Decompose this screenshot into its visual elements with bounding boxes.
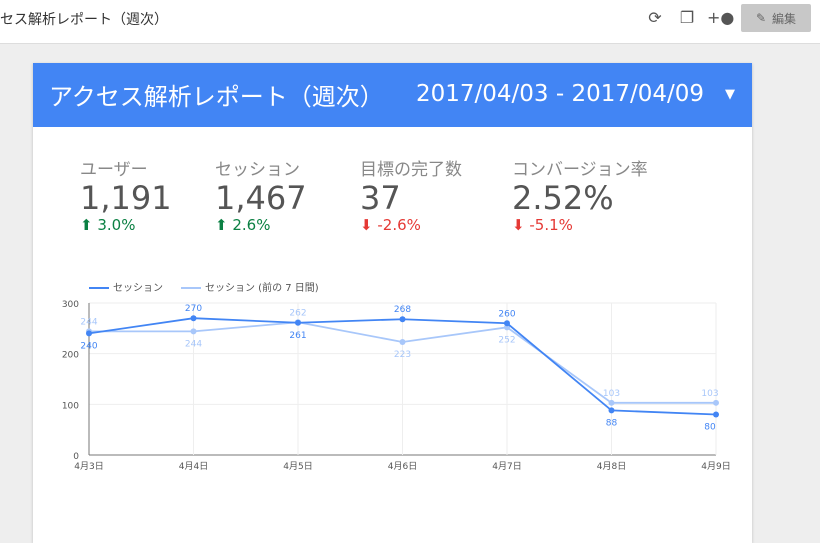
data-label: 262: [289, 308, 306, 318]
chart-legend: セッション セッション (前の 7 日間): [89, 279, 319, 294]
kpi-change: ⬆ 2.6%: [215, 216, 271, 234]
y-tick-label: 300: [62, 300, 79, 310]
data-point: [713, 411, 719, 418]
data-label: 103: [603, 389, 620, 399]
top-bar: セス解析レポート（週次） ⟳ ❐ +● ✎ 編集: [0, 0, 820, 44]
y-tick-label: 100: [62, 401, 79, 411]
data-label: 261: [289, 331, 306, 341]
data-label: 244: [80, 317, 97, 327]
add-person-icon[interactable]: +●: [707, 8, 735, 27]
kpi-label: ユーザー: [80, 160, 148, 180]
data-label: 240: [80, 341, 97, 351]
kpi-2: 目標の完了数 37 ⬇ -2.6%: [360, 160, 462, 234]
x-tick-label: 4月4日: [179, 461, 208, 472]
legend-item-sessions: セッション: [89, 279, 163, 294]
data-point: [608, 399, 615, 406]
kpi-value: 2.52%: [512, 179, 614, 217]
kpi-value: 1,191: [80, 179, 172, 217]
arrow-up-icon: ⬆: [215, 216, 228, 234]
x-tick-label: 4月6日: [388, 461, 417, 472]
kpi-1: セッション 1,467 ⬆ 2.6%: [215, 160, 307, 234]
kpi-label: 目標の完了数: [360, 160, 462, 180]
kpi-change: ⬇ -2.6%: [360, 216, 421, 234]
x-tick-label: 4月5日: [283, 461, 312, 472]
x-tick-label: 4月8日: [597, 461, 626, 472]
arrow-down-icon: ⬇: [512, 216, 525, 234]
kpi-change: ⬇ -5.1%: [512, 216, 573, 234]
kpi-value: 1,467: [215, 179, 307, 217]
y-tick-label: 200: [62, 351, 79, 361]
data-point: [86, 330, 92, 337]
edit-label: 編集: [772, 11, 797, 26]
data-point: [190, 328, 197, 335]
data-label: 270: [185, 304, 202, 314]
arrow-up-icon: ⬆: [80, 216, 93, 234]
data-label: 223: [394, 350, 411, 360]
x-tick-label: 4月9日: [701, 461, 730, 472]
data-label: 252: [498, 335, 515, 345]
line-chart: 0 100 200 300 4月3日 4月4日 4月5日 4月6日 4月7日 4月8日 4月9日 24…: [62, 300, 731, 472]
dropdown-caret-icon[interactable]: ▼: [725, 87, 735, 102]
data-point: [504, 320, 510, 327]
data-label: 244: [185, 339, 202, 349]
data-point: [399, 316, 406, 323]
x-tick-label: 4月3日: [74, 461, 103, 472]
date-range-selector[interactable]: 2017/04/03 - 2017/04/09: [416, 81, 705, 107]
data-point: [190, 315, 197, 322]
arrow-down-icon: ⬇: [360, 216, 373, 234]
document-title: セス解析レポート（週次）: [0, 12, 168, 28]
edit-button[interactable]: ✎ 編集: [741, 4, 811, 32]
data-label: 80: [704, 422, 716, 432]
pencil-icon: ✎: [755, 11, 767, 25]
data-label: 103: [701, 389, 718, 399]
data-point: [399, 339, 406, 346]
kpi-3: コンバージョン率 2.52% ⬇ -5.1%: [512, 160, 648, 234]
data-label: 268: [394, 305, 411, 315]
data-point: [608, 407, 615, 414]
kpi-change: ⬆ 3.0%: [80, 216, 136, 234]
x-tick-label: 4月7日: [492, 461, 521, 472]
kpi-label: コンバージョン率: [512, 160, 648, 180]
data-point: [295, 319, 301, 326]
kpi-label: セッション: [215, 160, 300, 180]
data-point: [713, 399, 719, 406]
copy-icon[interactable]: ❐: [679, 8, 695, 27]
legend-item-previous: セッション (前の 7 日間): [181, 279, 319, 294]
report-header: アクセス解析レポート（週次） 2017/04/03 - 2017/04/09 ▼: [33, 63, 752, 127]
report-title: アクセス解析レポート（週次）: [49, 83, 384, 111]
kpi-value: 37: [360, 179, 401, 217]
kpi-0: ユーザー 1,191 ⬆ 3.0%: [80, 160, 172, 234]
refresh-icon[interactable]: ⟳: [648, 8, 662, 27]
data-label: 88: [606, 418, 618, 428]
y-tick-label: 0: [73, 452, 79, 462]
data-label: 260: [498, 309, 515, 319]
